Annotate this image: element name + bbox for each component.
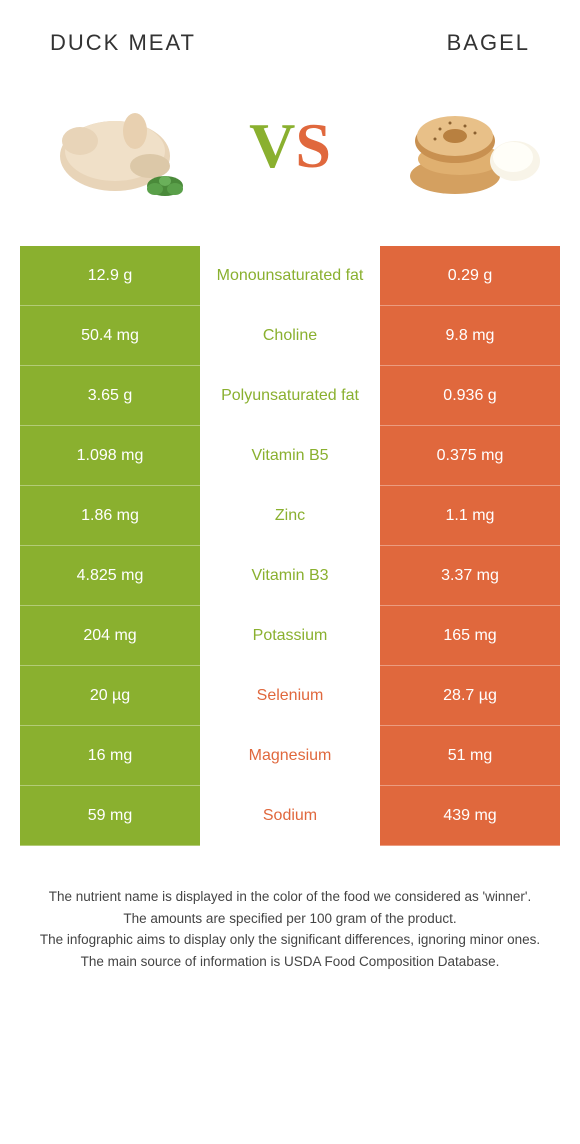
right-food-title: Bagel bbox=[447, 30, 530, 56]
right-value: 0.29 g bbox=[380, 246, 560, 306]
bagel-image bbox=[380, 76, 550, 216]
left-value: 16 mg bbox=[20, 726, 200, 786]
table-row: 1.098 mgVitamin B50.375 mg bbox=[20, 426, 560, 486]
table-row: 4.825 mgVitamin B33.37 mg bbox=[20, 546, 560, 606]
left-value: 50.4 mg bbox=[20, 306, 200, 366]
nutrient-name: Polyunsaturated fat bbox=[200, 366, 380, 426]
nutrient-name: Magnesium bbox=[200, 726, 380, 786]
right-value: 51 mg bbox=[380, 726, 560, 786]
right-value: 0.936 g bbox=[380, 366, 560, 426]
right-value: 3.37 mg bbox=[380, 546, 560, 606]
header: Duck meat Bagel bbox=[0, 0, 580, 66]
table-row: 3.65 gPolyunsaturated fat0.936 g bbox=[20, 366, 560, 426]
right-value: 28.7 µg bbox=[380, 666, 560, 726]
right-value: 1.1 mg bbox=[380, 486, 560, 546]
nutrient-name: Potassium bbox=[200, 606, 380, 666]
nutrient-name: Zinc bbox=[200, 486, 380, 546]
right-value: 9.8 mg bbox=[380, 306, 560, 366]
left-value: 4.825 mg bbox=[20, 546, 200, 606]
vs-label: VS bbox=[249, 109, 331, 183]
footnote-line: The nutrient name is displayed in the co… bbox=[30, 886, 550, 908]
vs-s: S bbox=[295, 110, 331, 181]
table-row: 204 mgPotassium165 mg bbox=[20, 606, 560, 666]
left-value: 3.65 g bbox=[20, 366, 200, 426]
nutrient-name: Vitamin B3 bbox=[200, 546, 380, 606]
table-row: 1.86 mgZinc1.1 mg bbox=[20, 486, 560, 546]
nutrient-table: 12.9 gMonounsaturated fat0.29 g50.4 mgCh… bbox=[20, 246, 560, 846]
nutrient-name: Sodium bbox=[200, 786, 380, 846]
duck-image bbox=[30, 76, 200, 216]
table-row: 16 mgMagnesium51 mg bbox=[20, 726, 560, 786]
right-value: 0.375 mg bbox=[380, 426, 560, 486]
left-food-title: Duck meat bbox=[50, 30, 196, 56]
table-row: 12.9 gMonounsaturated fat0.29 g bbox=[20, 246, 560, 306]
nutrient-name: Vitamin B5 bbox=[200, 426, 380, 486]
right-value: 439 mg bbox=[380, 786, 560, 846]
table-row: 20 µgSelenium28.7 µg bbox=[20, 666, 560, 726]
left-value: 1.098 mg bbox=[20, 426, 200, 486]
nutrient-name: Monounsaturated fat bbox=[200, 246, 380, 306]
footnotes: The nutrient name is displayed in the co… bbox=[0, 846, 580, 992]
nutrient-name: Selenium bbox=[200, 666, 380, 726]
vs-row: VS bbox=[0, 66, 580, 246]
left-value: 1.86 mg bbox=[20, 486, 200, 546]
footnote-line: The amounts are specified per 100 gram o… bbox=[30, 908, 550, 930]
right-value: 165 mg bbox=[380, 606, 560, 666]
footnote-line: The infographic aims to display only the… bbox=[30, 929, 550, 951]
footnote-line: The main source of information is USDA F… bbox=[30, 951, 550, 973]
left-value: 20 µg bbox=[20, 666, 200, 726]
nutrient-name: Choline bbox=[200, 306, 380, 366]
table-row: 59 mgSodium439 mg bbox=[20, 786, 560, 846]
left-value: 12.9 g bbox=[20, 246, 200, 306]
left-value: 204 mg bbox=[20, 606, 200, 666]
table-row: 50.4 mgCholine9.8 mg bbox=[20, 306, 560, 366]
left-value: 59 mg bbox=[20, 786, 200, 846]
vs-v: V bbox=[249, 110, 295, 181]
